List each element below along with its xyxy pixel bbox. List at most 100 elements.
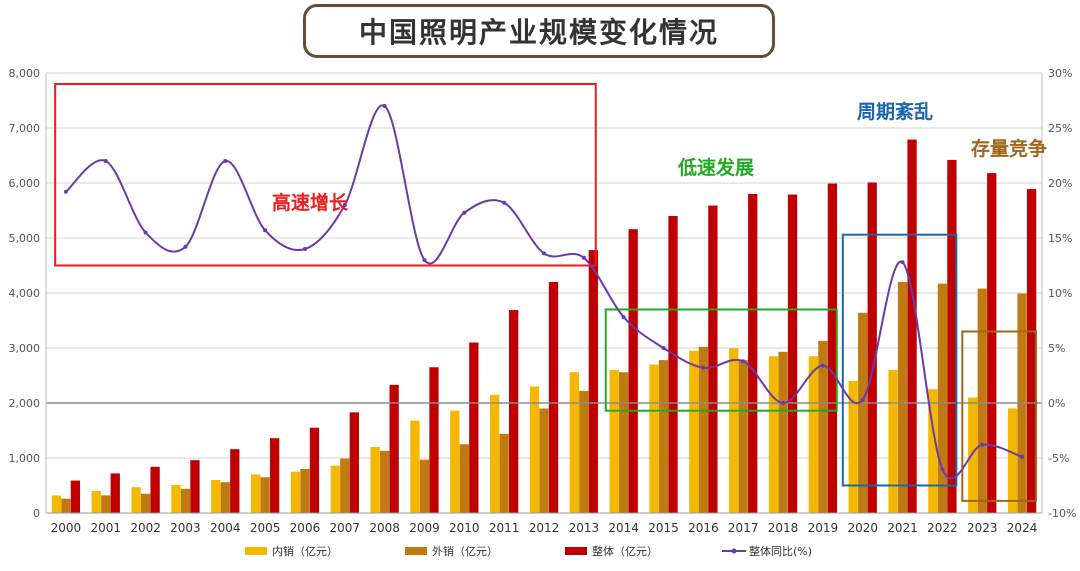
x-tick-label: 2008 bbox=[369, 521, 400, 535]
chart-title: 中国照明产业规模变化情况 bbox=[358, 16, 719, 49]
x-tick-label: 2019 bbox=[808, 521, 839, 535]
bar bbox=[269, 438, 280, 513]
bar bbox=[450, 410, 460, 513]
growth-point bbox=[542, 251, 546, 256]
bar bbox=[708, 205, 718, 514]
legend-label: 内销（亿元） bbox=[272, 544, 338, 558]
bar bbox=[150, 466, 160, 513]
growth-point bbox=[63, 189, 68, 194]
bar bbox=[70, 480, 81, 513]
annotation-label: 周期紊乱 bbox=[857, 100, 933, 123]
y-right-tick-label: 10% bbox=[1048, 287, 1072, 300]
growth-point bbox=[661, 346, 666, 350]
legend-swatch bbox=[245, 547, 267, 555]
x-tick-label: 2003 bbox=[170, 521, 201, 535]
growth-point bbox=[462, 210, 467, 215]
y-left-tick-label: 3,000 bbox=[9, 342, 41, 355]
growth-point bbox=[422, 258, 427, 262]
bar bbox=[968, 397, 978, 513]
bar bbox=[689, 350, 699, 513]
y-left-tick-label: 1,000 bbox=[9, 452, 41, 465]
x-tick-label: 2018 bbox=[768, 521, 799, 535]
bar bbox=[579, 390, 589, 513]
x-tick-label: 2024 bbox=[1007, 521, 1038, 535]
growth-point bbox=[143, 230, 148, 235]
bar bbox=[987, 173, 997, 513]
y-left-tick-label: 5,000 bbox=[9, 232, 41, 245]
growth-point bbox=[940, 467, 945, 471]
y-right-tick-label: 25% bbox=[1048, 122, 1072, 135]
bar bbox=[419, 459, 430, 513]
bar bbox=[698, 346, 709, 513]
annotation-box bbox=[604, 308, 838, 412]
bar bbox=[131, 487, 141, 513]
x-tick-label: 2006 bbox=[290, 521, 321, 535]
bar bbox=[569, 372, 579, 513]
growth-point bbox=[382, 104, 387, 108]
bar bbox=[1007, 408, 1018, 513]
annotation-boxes bbox=[54, 83, 1038, 502]
bar bbox=[977, 288, 987, 513]
bar bbox=[808, 356, 819, 513]
bar bbox=[539, 408, 549, 513]
annotation-label: 高速增长 bbox=[272, 191, 349, 214]
bar bbox=[548, 282, 559, 513]
x-tick-label: 2020 bbox=[847, 521, 878, 535]
bar bbox=[61, 498, 71, 513]
growth-point bbox=[900, 260, 905, 265]
bar bbox=[609, 370, 619, 513]
y-left-tick-label: 4,000 bbox=[9, 287, 41, 300]
growth-point bbox=[741, 359, 746, 364]
bar bbox=[51, 495, 62, 513]
x-tick-label: 2013 bbox=[569, 521, 600, 535]
x-tick-label: 2010 bbox=[449, 521, 480, 535]
x-tick-label: 2002 bbox=[130, 521, 161, 535]
bar bbox=[827, 183, 838, 514]
bar bbox=[459, 444, 469, 513]
growth-point bbox=[1020, 454, 1025, 459]
bar bbox=[250, 474, 261, 513]
bar bbox=[330, 465, 340, 513]
growth-line bbox=[63, 104, 1025, 480]
y-right-tick-label: 20% bbox=[1048, 177, 1072, 190]
bar bbox=[469, 342, 479, 513]
bar bbox=[171, 484, 181, 513]
bar bbox=[349, 412, 359, 513]
legend-label: 整体同比(%) bbox=[749, 544, 812, 558]
growth-point bbox=[701, 365, 706, 370]
bar bbox=[628, 229, 638, 513]
bar bbox=[787, 194, 798, 514]
annotation-box bbox=[841, 233, 958, 487]
growth-point bbox=[980, 442, 985, 447]
bar bbox=[110, 473, 120, 513]
bar bbox=[649, 364, 659, 513]
growth-point bbox=[860, 397, 865, 402]
bar bbox=[668, 216, 678, 513]
chart-title-box: 中国照明产业规模变化情况 bbox=[303, 4, 775, 58]
bar bbox=[897, 282, 908, 513]
x-tick-label: 2017 bbox=[728, 521, 759, 535]
x-tick-label: 2012 bbox=[529, 521, 560, 535]
growth-point bbox=[183, 244, 188, 249]
bar bbox=[309, 427, 320, 513]
annotation-label: 存量竞争 bbox=[971, 137, 1047, 160]
x-tick-label: 2000 bbox=[51, 521, 82, 535]
y-right-tick-label: 30% bbox=[1048, 67, 1072, 80]
bar bbox=[509, 310, 519, 513]
bar bbox=[729, 348, 739, 513]
y-left-tick-label: 6,000 bbox=[9, 177, 41, 190]
bar bbox=[778, 351, 788, 513]
bar bbox=[180, 488, 191, 513]
y-right-tick-label: 0% bbox=[1048, 397, 1065, 410]
bar bbox=[738, 360, 748, 513]
x-tick-label: 2011 bbox=[489, 521, 520, 535]
growth-point bbox=[263, 228, 268, 233]
legend: 内销（亿元） 外销（亿元） 整体（亿元） 整体同比(%) bbox=[245, 544, 812, 558]
bar bbox=[101, 495, 111, 513]
x-tick-label: 2001 bbox=[90, 521, 121, 535]
bar bbox=[907, 139, 917, 514]
bar bbox=[928, 389, 938, 513]
bar bbox=[768, 356, 779, 513]
bar bbox=[211, 480, 221, 513]
